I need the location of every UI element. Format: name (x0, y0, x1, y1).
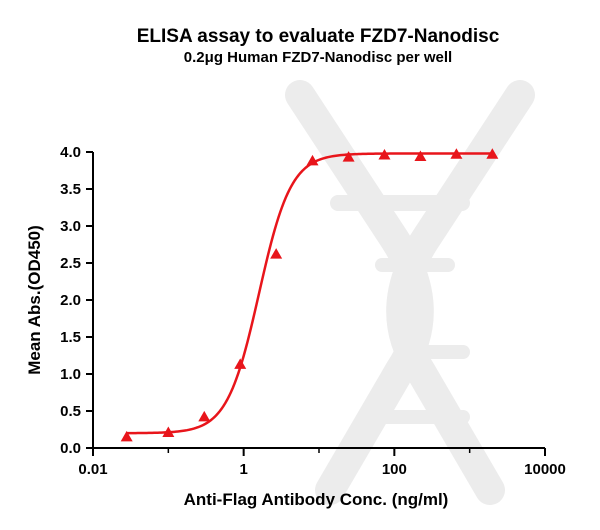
data-point (486, 148, 499, 159)
x-tick-label: 1 (239, 461, 247, 478)
plot-area: 0.0 0.5 1.0 1.5 2.0 2.5 3.0 3.5 4.0 0.01 1 100 10000 (60, 144, 566, 478)
y-tick-label: 0.5 (60, 403, 81, 420)
y-tick-label: 3.0 (60, 218, 81, 235)
data-point (162, 426, 175, 437)
data-point (378, 148, 391, 160)
y-tick-label: 3.5 (60, 181, 81, 198)
data-point (120, 430, 133, 442)
data-point (270, 248, 283, 259)
data-point (450, 148, 463, 159)
x-tick-label: 100 (382, 461, 407, 478)
data-point (342, 151, 355, 162)
chart-title: ELISA assay to evaluate FZD7-Nanodisc (137, 26, 500, 47)
dna-watermark-icon (285, 80, 535, 505)
y-axis-label: Mean Abs.(OD450) (25, 225, 44, 375)
data-point (414, 150, 427, 161)
y-tick-label: 4.0 (60, 144, 81, 161)
chart-subtitle: 0.2μg Human FZD7-Nanodisc per well (184, 49, 452, 66)
y-tick-label: 2.0 (60, 292, 81, 309)
y-tick-label: 1.0 (60, 366, 81, 383)
x-tick-label: 0.01 (78, 461, 107, 478)
y-tick-label: 1.5 (60, 329, 81, 346)
data-point (306, 154, 319, 166)
x-tick-label: 10000 (524, 461, 566, 478)
y-tick-label: 0.0 (60, 440, 81, 457)
data-point (198, 410, 211, 422)
x-axis-label: Anti-Flag Antibody Conc. (ng/ml) (184, 490, 449, 509)
data-point (234, 358, 247, 369)
y-tick-label: 2.5 (60, 255, 81, 272)
